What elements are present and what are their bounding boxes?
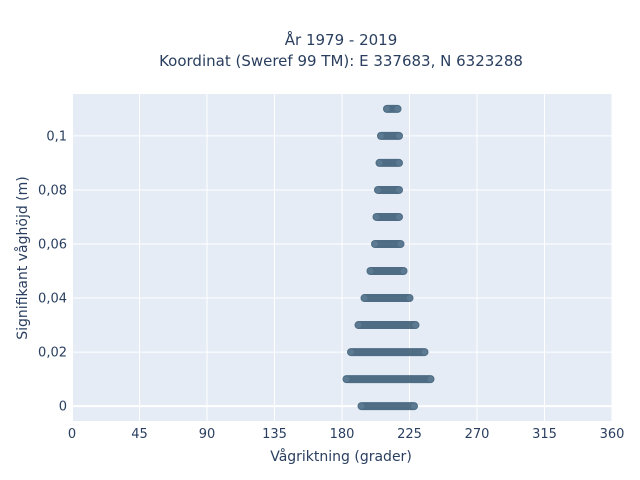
scatter-point: [367, 268, 374, 275]
scatter-point: [375, 186, 381, 193]
scatter-point: [361, 295, 368, 302]
x-tick-label: 225: [397, 427, 422, 442]
scatter-point: [406, 295, 413, 302]
x-tick-label: 45: [131, 427, 148, 442]
x-tick-label: 90: [199, 427, 216, 442]
scatter-point: [396, 132, 402, 139]
scatter-point: [372, 240, 378, 247]
scatter-point: [396, 186, 402, 193]
y-tick-label: 0: [59, 400, 67, 415]
x-tick-label: 360: [600, 427, 625, 442]
scatter-point: [378, 132, 384, 139]
scatter-point: [343, 376, 350, 383]
scatter-point: [396, 159, 402, 166]
scatter-point: [427, 376, 434, 383]
scatter-point: [355, 322, 362, 329]
chart-title-line-1: År 1979 - 2019: [285, 30, 398, 49]
x-tick-label: 270: [465, 427, 490, 442]
scatter-point: [397, 240, 404, 247]
y-axis-title: Signifikant våghöjd (m): [14, 176, 31, 339]
scatter-points: [342, 104, 435, 411]
scatter-point: [384, 105, 390, 112]
x-axis-title: Vågriktning (grader): [270, 448, 412, 465]
scatter-point: [400, 268, 407, 275]
y-tick-label: 0,1: [46, 129, 67, 144]
y-tick-labels: 0 0,02 0,04 0,06 0,08 0,1: [38, 129, 67, 414]
grid: [71, 94, 613, 421]
scatter-point: [376, 159, 383, 166]
scatter-point: [358, 403, 365, 410]
x-tick-labels: 0 45 90 135 180 225 270 315 360: [68, 427, 625, 442]
scatter-point: [348, 349, 354, 356]
y-tick-label: 0,08: [38, 183, 67, 198]
scatter-point: [394, 105, 401, 112]
y-tick-label: 0,02: [38, 346, 67, 361]
scatter-point: [411, 403, 417, 410]
x-tick-label: 315: [532, 427, 557, 442]
y-tick-label: 0,06: [38, 237, 67, 252]
x-tick-label: 180: [330, 427, 355, 442]
scatter-point: [412, 322, 419, 329]
scatter-point: [396, 213, 402, 220]
chart-title-line-2: Koordinat (Sweref 99 TM): E 337683, N 63…: [159, 52, 523, 70]
x-tick-label: 0: [68, 427, 76, 442]
scatter-point: [373, 213, 380, 220]
x-tick-label: 135: [262, 427, 287, 442]
scatter-point: [421, 349, 428, 356]
y-tick-label: 0,04: [38, 292, 67, 307]
